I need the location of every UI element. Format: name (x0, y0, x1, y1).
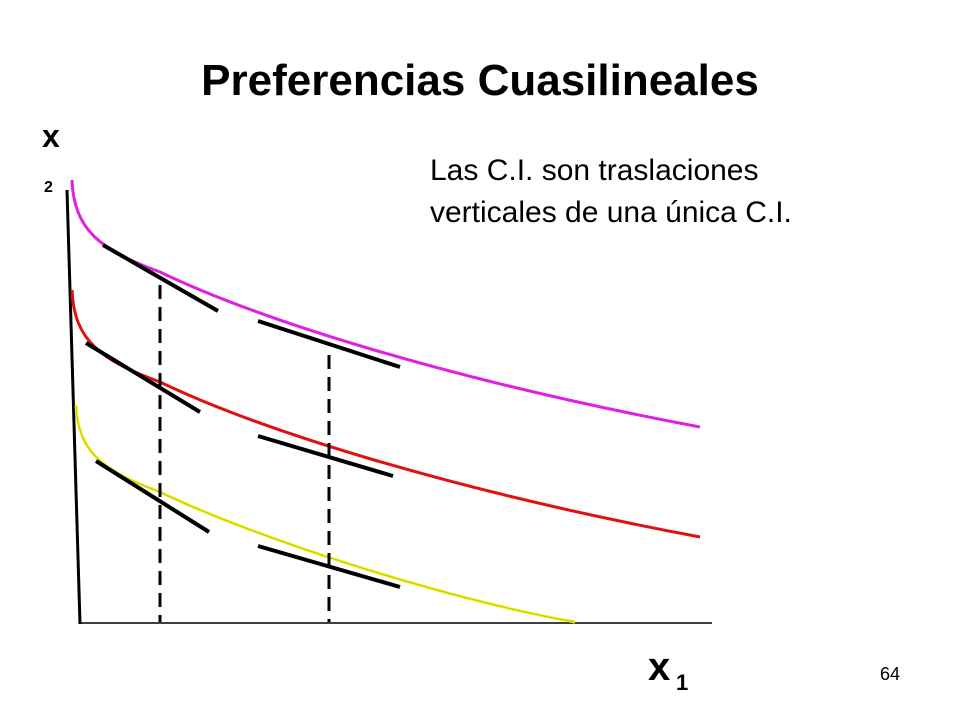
note-line: verticales de una única C.I. (430, 196, 792, 229)
title: Preferencias Cuasilineales (201, 56, 759, 105)
dashed-lines (158, 285, 331, 622)
tangent (94, 459, 211, 534)
tangent (102, 243, 219, 313)
indifference-curve (70, 179, 701, 429)
indifference-curve (70, 289, 701, 539)
x-axis-subscript: 1 (676, 670, 688, 695)
note-line: Las C.I. son traslaciones (430, 154, 759, 187)
x-axis-label: x (648, 645, 670, 689)
y-axis-label: x (42, 118, 60, 154)
tangent (84, 341, 202, 414)
tangent (257, 434, 394, 478)
page-number: 64 (880, 664, 900, 684)
tangent (257, 319, 401, 369)
indifference-curve-edge (75, 404, 576, 623)
y-axis (65, 189, 82, 625)
y-axis-subscript: 2 (44, 179, 53, 196)
